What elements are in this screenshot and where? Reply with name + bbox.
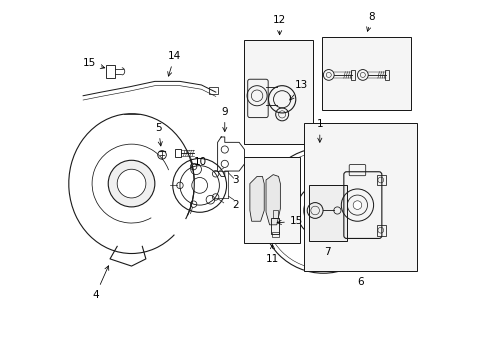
Bar (321, 37, 410, 110)
Circle shape (329, 220, 335, 225)
Text: 10: 10 (194, 157, 207, 167)
Text: 3: 3 (232, 175, 238, 185)
Text: 5: 5 (155, 123, 162, 146)
Circle shape (311, 220, 317, 226)
Text: 7: 7 (324, 247, 330, 257)
Circle shape (108, 160, 155, 207)
Circle shape (191, 177, 207, 193)
Text: 6: 6 (356, 277, 363, 287)
Bar (244, 40, 312, 144)
Bar (303, 123, 416, 271)
Polygon shape (249, 176, 264, 221)
Bar (376, 225, 386, 235)
Text: 12: 12 (272, 15, 285, 35)
Bar (385, 70, 388, 80)
Bar (351, 70, 354, 80)
Circle shape (315, 203, 330, 219)
Circle shape (305, 203, 311, 209)
Text: 1: 1 (316, 120, 323, 142)
Text: 15: 15 (82, 58, 104, 69)
Text: 15: 15 (277, 216, 303, 226)
Bar (106, 65, 115, 78)
Text: 9: 9 (221, 107, 227, 131)
Text: 11: 11 (265, 244, 279, 264)
Bar (208, 87, 217, 94)
Circle shape (319, 193, 325, 198)
Circle shape (117, 169, 145, 198)
Bar (376, 175, 386, 185)
Text: 8: 8 (366, 12, 374, 31)
Circle shape (352, 201, 361, 210)
Circle shape (334, 202, 340, 208)
Bar (272, 211, 277, 218)
Bar (271, 232, 278, 237)
Bar (174, 149, 181, 157)
Text: 14: 14 (167, 51, 181, 76)
Bar (271, 218, 279, 234)
Text: 4: 4 (92, 266, 108, 300)
Polygon shape (265, 175, 280, 225)
Text: 2: 2 (232, 200, 238, 210)
Bar (308, 185, 346, 241)
Bar (244, 157, 300, 243)
Text: 13: 13 (289, 80, 308, 100)
